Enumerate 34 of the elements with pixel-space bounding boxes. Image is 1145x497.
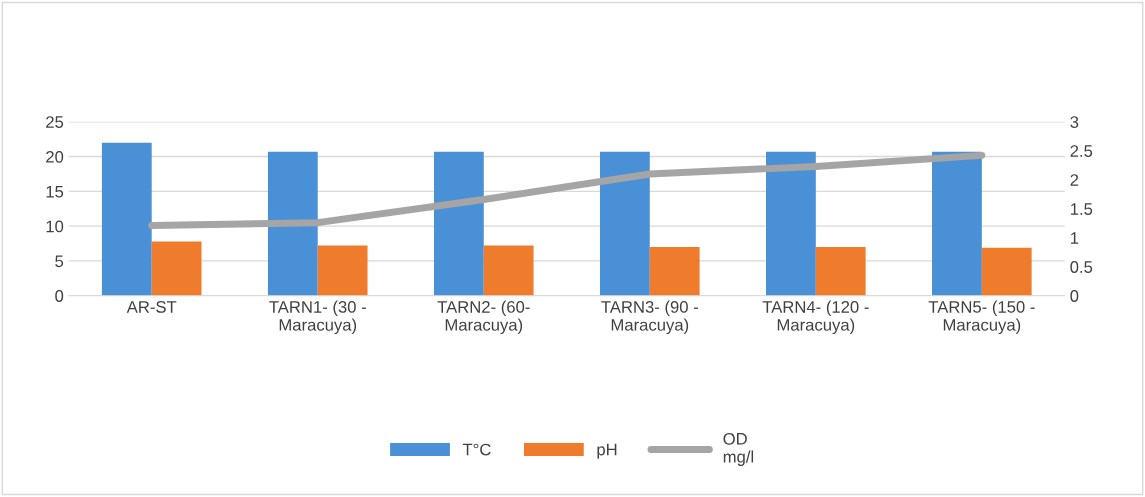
- bar: [649, 247, 700, 296]
- y2-tick-label: 3: [1070, 116, 1079, 128]
- legend-label: pH: [597, 443, 617, 459]
- y2-tick-label: 2: [1070, 174, 1079, 186]
- y2-tick-label: 2.5: [1070, 145, 1093, 157]
- y-tick-label: 15: [46, 185, 64, 198]
- bar: [433, 151, 484, 296]
- x-tick-label: TARN5- (150 - Maracuya): [928, 300, 1035, 335]
- bar: [981, 247, 1032, 296]
- bar: [151, 241, 202, 296]
- y2-tick-label: 0.5: [1070, 261, 1093, 273]
- y-tick-label: 10: [46, 220, 64, 233]
- y2-tick-label: 1: [1070, 232, 1079, 244]
- y2-tick-label: 0: [1070, 290, 1079, 302]
- x-tick-label: TARN4- (120 - Maracuya): [762, 300, 869, 335]
- bar: [101, 142, 152, 296]
- x-tick-label: TARN1- (30 - Maracuya): [269, 300, 366, 335]
- bar: [815, 247, 866, 296]
- x-tick-label: TARN2- (60- Maracuya): [437, 300, 530, 335]
- y-tick-label: 25: [46, 116, 64, 128]
- legend-label: T°C: [462, 443, 491, 456]
- bar: [317, 245, 368, 296]
- y2-tick-label: 1.5: [1070, 203, 1093, 215]
- bar: [483, 245, 534, 296]
- bar: [599, 151, 650, 296]
- y-tick-label: 0: [55, 290, 64, 302]
- legend-label: OD mg/l: [723, 432, 754, 466]
- bar: [766, 151, 816, 296]
- bar: [932, 151, 982, 296]
- bar: [267, 151, 318, 296]
- y-tick-label: 20: [46, 150, 64, 163]
- x-tick-label: TARN3- (90 - Maracuya): [601, 300, 698, 335]
- x-tick-label: AR-ST: [126, 301, 177, 313]
- y-tick-label: 5: [55, 255, 64, 268]
